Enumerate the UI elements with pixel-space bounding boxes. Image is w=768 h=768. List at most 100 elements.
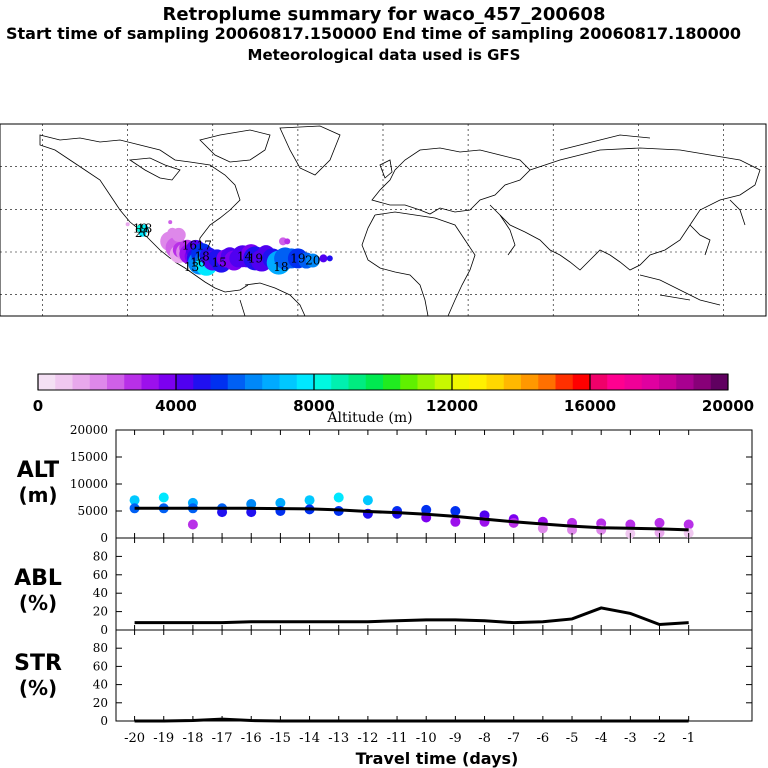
x-tick-label: -18 <box>182 731 203 746</box>
y-tick-label: 20000 <box>70 423 108 437</box>
y-tick-label: 15000 <box>70 450 108 464</box>
alt-scatter-point <box>158 492 169 503</box>
plume-dot <box>125 222 130 227</box>
colorbar-swatch <box>676 374 694 390</box>
x-tick-label: -13 <box>328 731 349 746</box>
x-tick-label: -9 <box>449 731 462 746</box>
alt-scatter-point <box>450 516 461 527</box>
colorbar-swatch <box>124 374 142 390</box>
plume-dot <box>167 227 178 238</box>
colorbar-swatch <box>710 374 729 390</box>
str-series-line <box>134 717 689 723</box>
plume-dot <box>168 220 173 225</box>
abl-panel-unit: (%) <box>19 591 57 615</box>
y-tick-label: 0 <box>100 531 108 545</box>
plume-day-label: 19 <box>248 251 263 265</box>
plume-day-label: 17 <box>197 239 212 253</box>
y-tick-label: 60 <box>93 568 108 582</box>
colorbar-swatch <box>158 374 177 390</box>
met-data-line: Meteorological data used is GFS <box>247 46 521 64</box>
colorbar-swatch <box>38 374 56 390</box>
colorbar-swatch <box>486 374 505 390</box>
colorbar-tick-label: 16000 <box>564 397 616 415</box>
colorbar-swatch <box>641 374 660 390</box>
y-tick-label: 40 <box>93 586 108 600</box>
colorbar-swatch <box>624 374 643 390</box>
plume-dot <box>284 238 291 245</box>
colorbar-swatch <box>331 374 349 390</box>
x-tick-label: -16 <box>241 731 262 746</box>
plume-day-label: 19 <box>290 251 305 265</box>
colorbar-swatch <box>296 374 315 390</box>
x-tick-label: -3 <box>624 731 637 746</box>
alt-scatter-point <box>246 498 257 509</box>
colorbar-swatch <box>365 374 384 390</box>
alt-scatter-point <box>129 495 140 506</box>
x-tick-label: -6 <box>537 731 550 746</box>
plume-day-label: 15 <box>212 256 227 270</box>
colorbar-swatch <box>417 374 436 390</box>
str-panel: 80 60 40 20 0 <box>93 641 752 728</box>
colorbar-swatch <box>210 374 229 390</box>
chart-title: Retroplume summary for waco_457_200608 <box>162 4 606 25</box>
colorbar-axis-label: Altitude (m) <box>326 410 412 426</box>
colorbar-swatch <box>141 374 160 390</box>
colorbar-swatch <box>227 374 246 390</box>
abl-panel: 80 60 40 20 0 <box>93 549 752 637</box>
y-tick-label: 80 <box>93 641 108 655</box>
plume-day-label: 19 <box>133 222 148 236</box>
x-tick-label: -2 <box>653 731 666 746</box>
plume-dot <box>326 255 333 262</box>
colorbar-swatch <box>89 374 108 390</box>
colorbar-tick-label: 12000 <box>426 397 478 415</box>
plume-day-label: 18 <box>137 222 152 236</box>
colorbar-swatch <box>193 374 211 390</box>
colorbar-swatch <box>590 374 608 390</box>
colorbar-tick-label: 20000 <box>702 397 754 415</box>
y-tick-label: 20 <box>93 696 108 710</box>
plume-day-label: 18 <box>273 260 288 274</box>
x-tick-label: -4 <box>595 731 608 746</box>
colorbar-swatch <box>107 374 125 390</box>
x-tick-label: -8 <box>478 731 491 746</box>
colorbar-swatch <box>607 374 625 390</box>
plume-day-label: 18 <box>194 249 209 263</box>
coastlines <box>39 125 761 317</box>
plume-day-label: 16 <box>190 256 205 270</box>
y-tick-label: 0 <box>100 623 108 637</box>
colorbar-swatch <box>538 374 556 390</box>
y-tick-label: 80 <box>93 549 108 563</box>
plume-dot <box>138 228 147 237</box>
alt-scatter-point <box>421 504 432 515</box>
colorbar-tick-label: 8000 <box>293 397 335 415</box>
alt-scatter-point <box>537 523 548 534</box>
y-tick-label: 5000 <box>77 504 108 518</box>
alt-scatter-point <box>683 519 694 530</box>
x-tick-label: -5 <box>566 731 579 746</box>
colorbar-tick-label: 4000 <box>155 397 197 415</box>
colorbar-swatch <box>245 374 263 390</box>
alt-mean-line <box>134 506 689 532</box>
alt-scatter-point <box>654 517 665 528</box>
str-panel-label: STR <box>14 651 62 676</box>
y-tick-label: 20 <box>93 605 108 619</box>
colorbar-swatch <box>314 374 332 390</box>
colorbar-swatch <box>503 374 522 390</box>
map-graticule <box>0 124 766 316</box>
panels-frame <box>115 429 753 722</box>
alt-scatter-point <box>275 497 286 508</box>
colorbar-swatch <box>693 374 712 390</box>
abl-series-line <box>134 606 689 626</box>
plume-dot <box>305 253 320 268</box>
colorbar-swatch <box>279 374 298 390</box>
colorbar-swatch <box>469 374 487 390</box>
colorbar-swatch <box>348 374 367 390</box>
y-tick-label: 40 <box>93 678 108 692</box>
y-tick-label: 60 <box>93 659 108 673</box>
x-axis-label: Travel time (days) <box>356 749 519 768</box>
alt-panel: 20000 15000 10000 5000 0 <box>70 423 752 545</box>
colorbar-swatch <box>55 374 73 390</box>
